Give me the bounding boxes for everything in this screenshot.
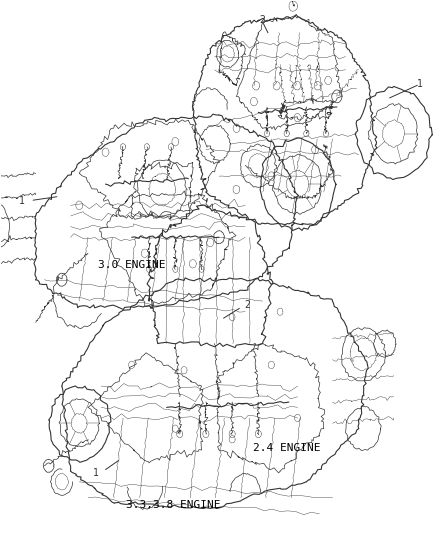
- Text: 1: 1: [19, 196, 25, 206]
- Text: 2: 2: [244, 300, 251, 310]
- Text: 1: 1: [93, 468, 99, 478]
- Text: 3.0 ENGINE: 3.0 ENGINE: [98, 261, 166, 270]
- Text: 2: 2: [259, 15, 265, 26]
- Text: 3.3,3.8 ENGINE: 3.3,3.8 ENGINE: [126, 499, 220, 510]
- Text: 1: 1: [417, 79, 423, 89]
- Text: 2.4 ENGINE: 2.4 ENGINE: [253, 443, 321, 453]
